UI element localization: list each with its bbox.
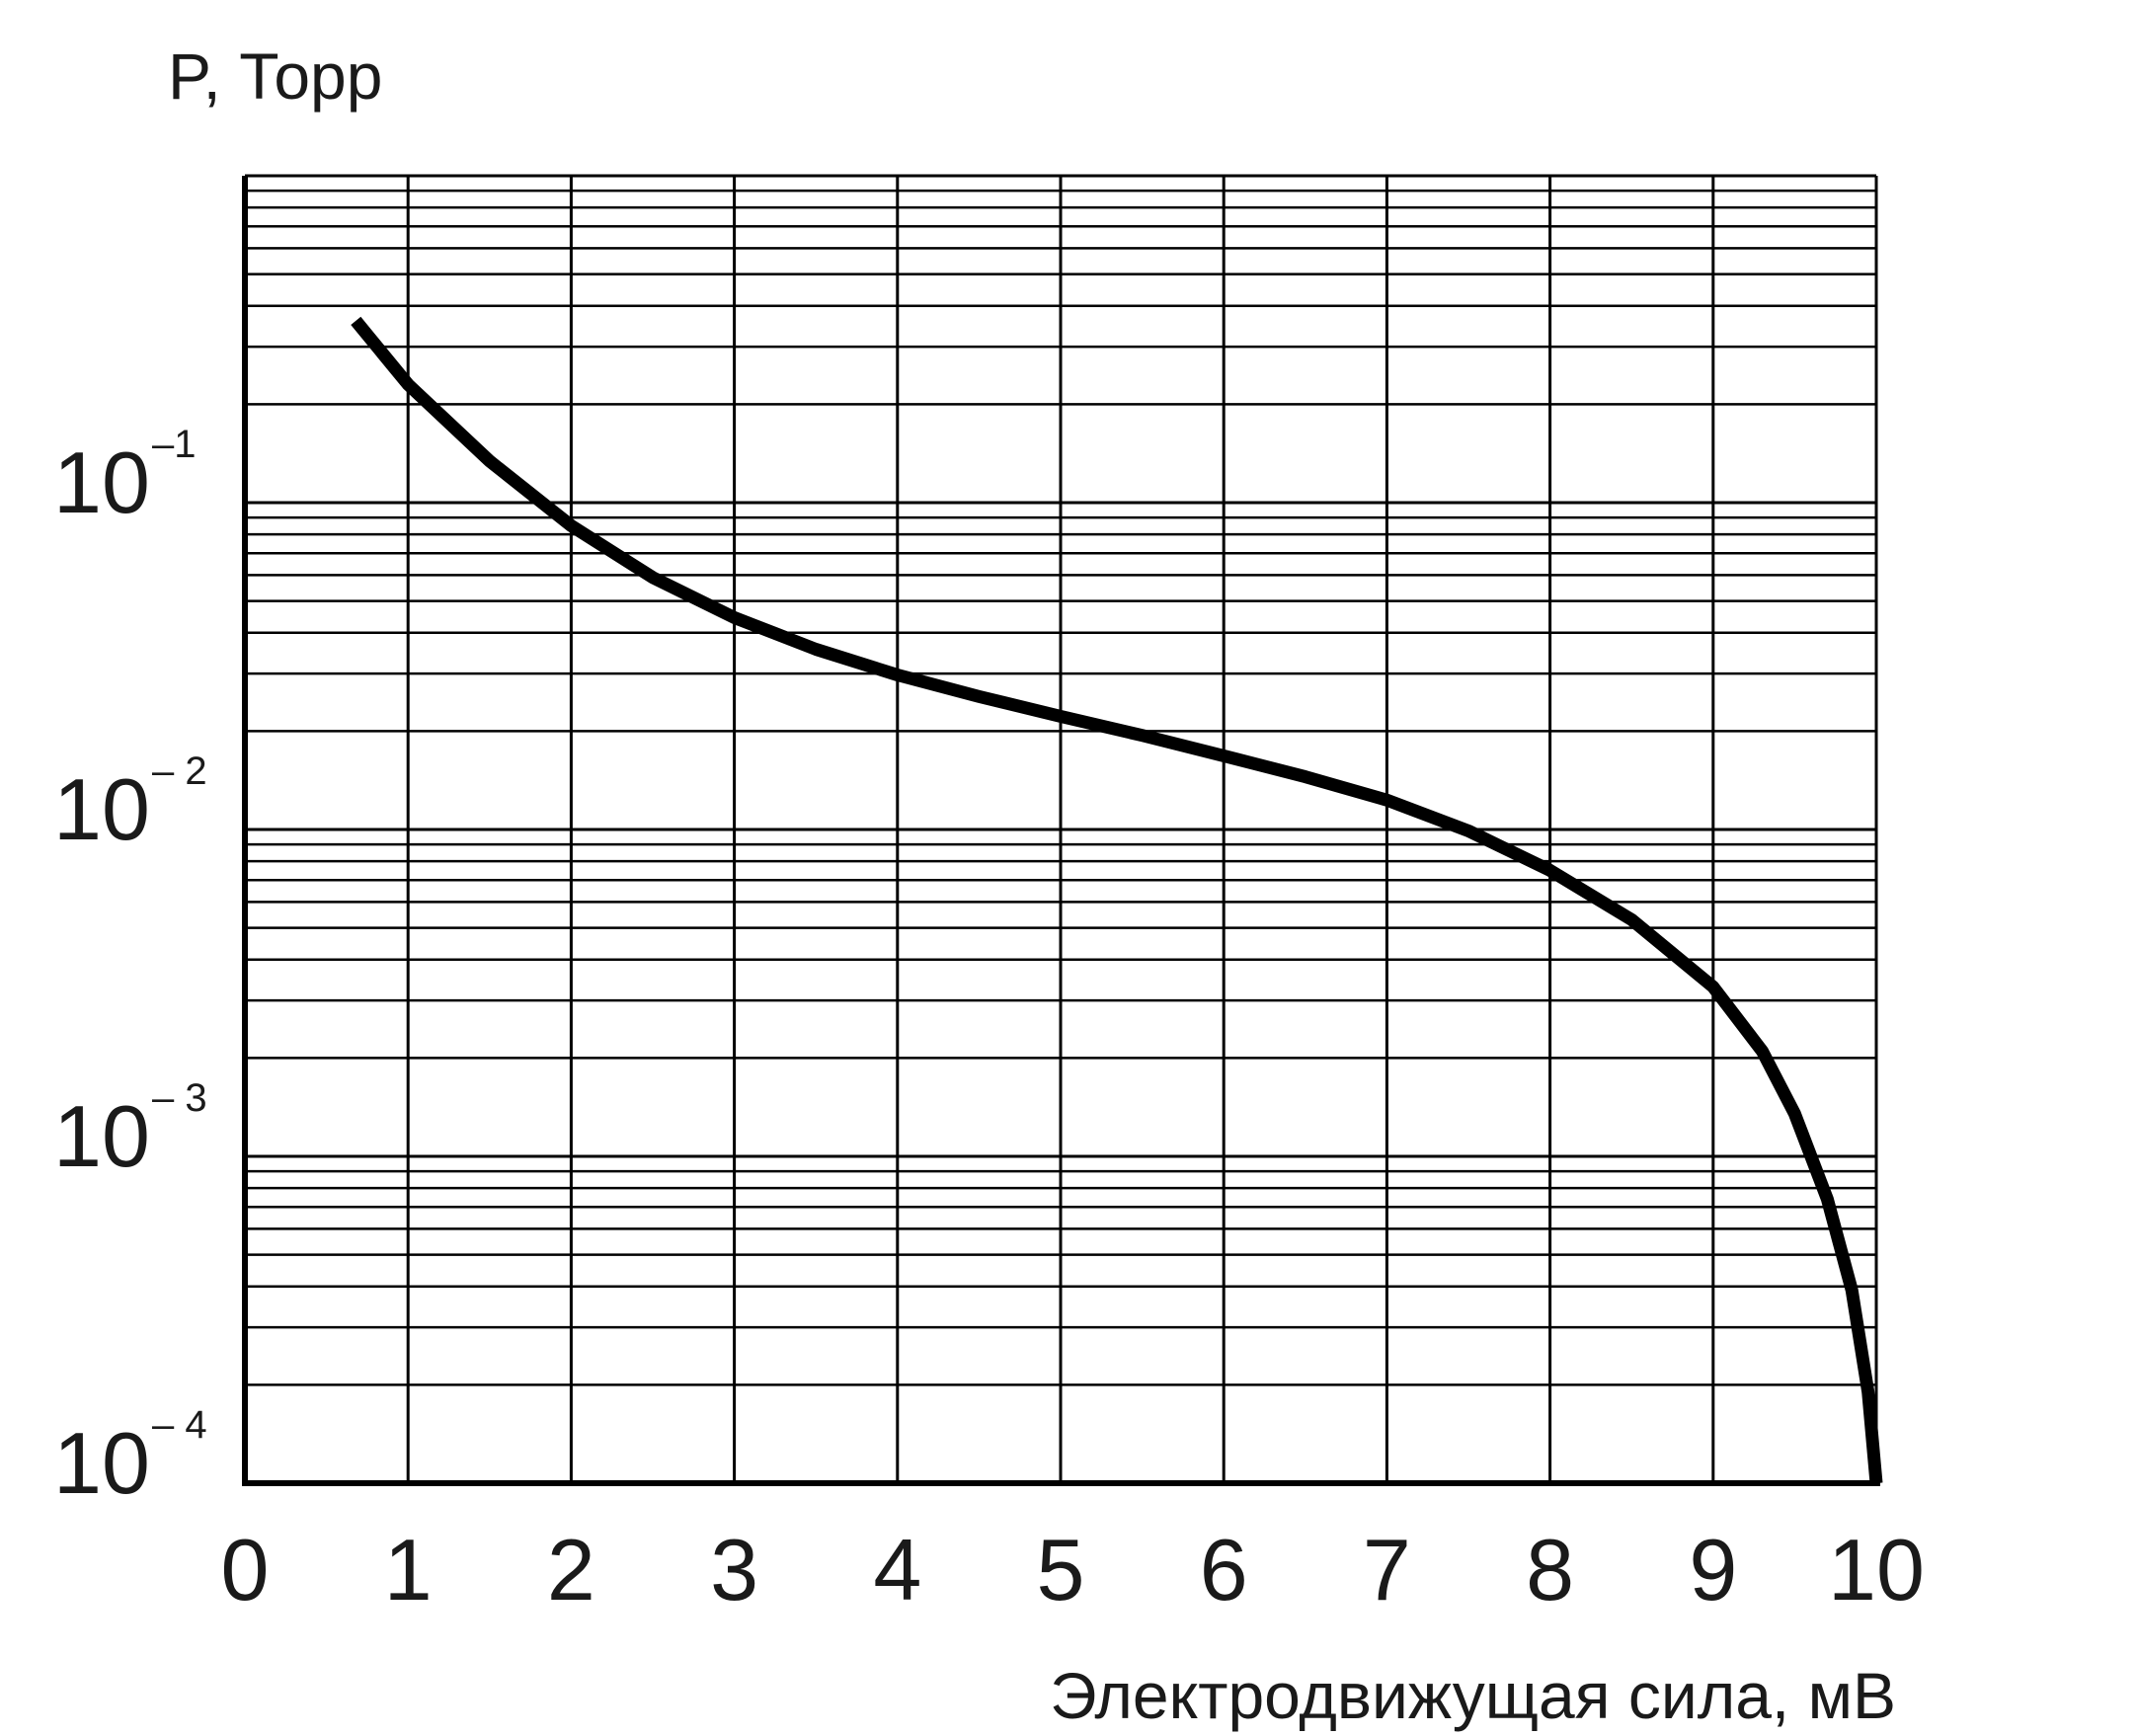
y-tick-label: 10 — [53, 434, 150, 531]
y-tick-exponent: – 2 — [152, 750, 207, 793]
y-tick-exponent: – 4 — [152, 1403, 207, 1447]
y-tick-exponent: –1 — [152, 423, 197, 466]
x-tick-labels: 0 1 2 3 4 5 6 7 8 9 10 — [221, 1521, 1925, 1618]
x-tick-label: 1 — [384, 1521, 433, 1618]
x-tick-label: 9 — [1689, 1521, 1737, 1618]
axes — [242, 176, 1880, 1486]
x-tick-label: 7 — [1363, 1521, 1411, 1618]
y-axis-title: P, Торр — [168, 39, 382, 113]
x-tick-label: 0 — [221, 1521, 270, 1618]
x-tick-label: 3 — [710, 1521, 758, 1618]
y-tick-exponent: – 3 — [152, 1076, 207, 1120]
series-line-0 — [351, 316, 1883, 1484]
x-tick-label: 8 — [1526, 1521, 1574, 1618]
y-tick-label: 10 — [53, 1087, 150, 1185]
x-tick-label: 5 — [1037, 1521, 1085, 1618]
x-tick-label: 10 — [1828, 1521, 1925, 1618]
x-axis-title: Электродвижущая сила, мВ — [1050, 1659, 1896, 1732]
y-tick-label: 10 — [53, 1414, 150, 1512]
y-tick-label: 10 — [53, 760, 150, 858]
grid — [245, 174, 1878, 1483]
y-tick-labels: 10 –110– 210– 310– 4 — [53, 423, 207, 1512]
x-tick-label: 2 — [547, 1521, 595, 1618]
x-tick-label: 4 — [873, 1521, 921, 1618]
series-layer — [351, 316, 1883, 1484]
x-tick-label: 6 — [1200, 1521, 1248, 1618]
